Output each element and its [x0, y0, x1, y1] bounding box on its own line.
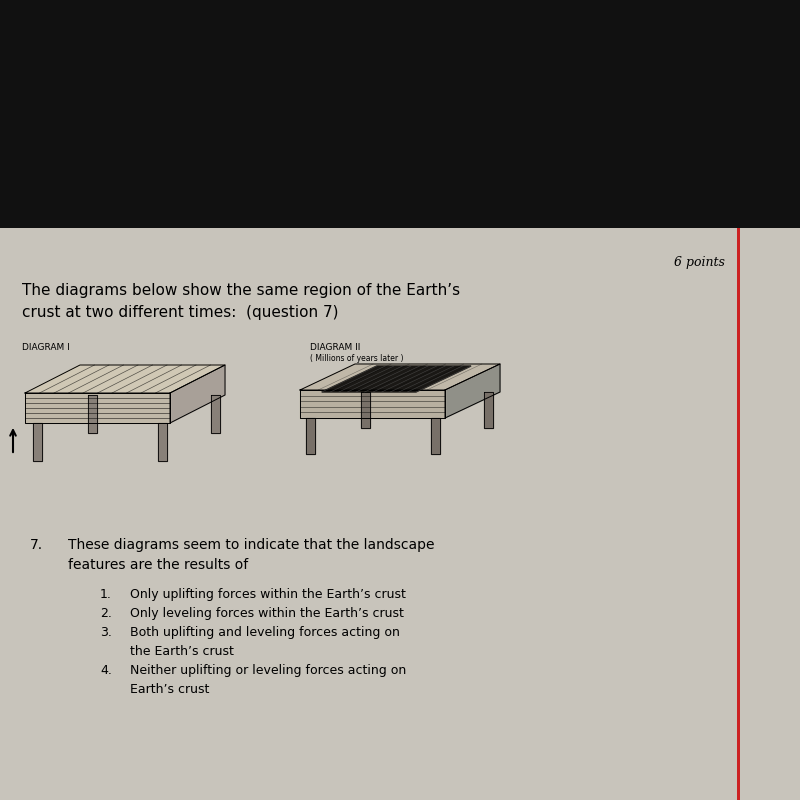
Polygon shape [431, 418, 440, 454]
Polygon shape [170, 365, 225, 423]
Polygon shape [211, 395, 220, 433]
Polygon shape [33, 423, 42, 461]
Text: the Earth’s crust: the Earth’s crust [130, 645, 234, 658]
Polygon shape [306, 418, 315, 454]
Text: The diagrams below show the same region of the Earth’s: The diagrams below show the same region … [22, 283, 460, 298]
Polygon shape [445, 364, 500, 418]
Polygon shape [322, 366, 471, 392]
Polygon shape [88, 395, 97, 433]
Polygon shape [300, 390, 445, 418]
Text: Neither uplifting or leveling forces acting on: Neither uplifting or leveling forces act… [130, 664, 406, 677]
Text: features are the results of: features are the results of [68, 558, 248, 572]
Text: 6 points: 6 points [674, 256, 725, 269]
Bar [0, 228, 800, 800]
Text: crust at two different times:  (question 7): crust at two different times: (question … [22, 305, 338, 320]
Polygon shape [25, 365, 225, 393]
Text: Both uplifting and leveling forces acting on: Both uplifting and leveling forces actin… [130, 626, 400, 639]
Bar [0, 0, 800, 228]
Text: Only leveling forces within the Earth’s crust: Only leveling forces within the Earth’s … [130, 607, 404, 620]
Text: DIAGRAM II: DIAGRAM II [310, 343, 360, 352]
Polygon shape [300, 364, 500, 390]
Text: Earth’s crust: Earth’s crust [130, 683, 210, 696]
Text: Only uplifting forces within the Earth’s crust: Only uplifting forces within the Earth’s… [130, 588, 406, 601]
Polygon shape [158, 423, 167, 461]
Text: 3.: 3. [100, 626, 112, 639]
Polygon shape [25, 393, 170, 423]
Text: DIAGRAM I: DIAGRAM I [22, 343, 70, 352]
Text: These diagrams seem to indicate that the landscape: These diagrams seem to indicate that the… [68, 538, 434, 552]
Polygon shape [361, 392, 370, 428]
Bar [737, 228, 740, 800]
Text: 1.: 1. [100, 588, 112, 601]
Text: 2.: 2. [100, 607, 112, 620]
Text: 4.: 4. [100, 664, 112, 677]
Text: 7.: 7. [30, 538, 43, 552]
Text: ( Millions of years later ): ( Millions of years later ) [310, 354, 403, 363]
Polygon shape [484, 392, 493, 428]
